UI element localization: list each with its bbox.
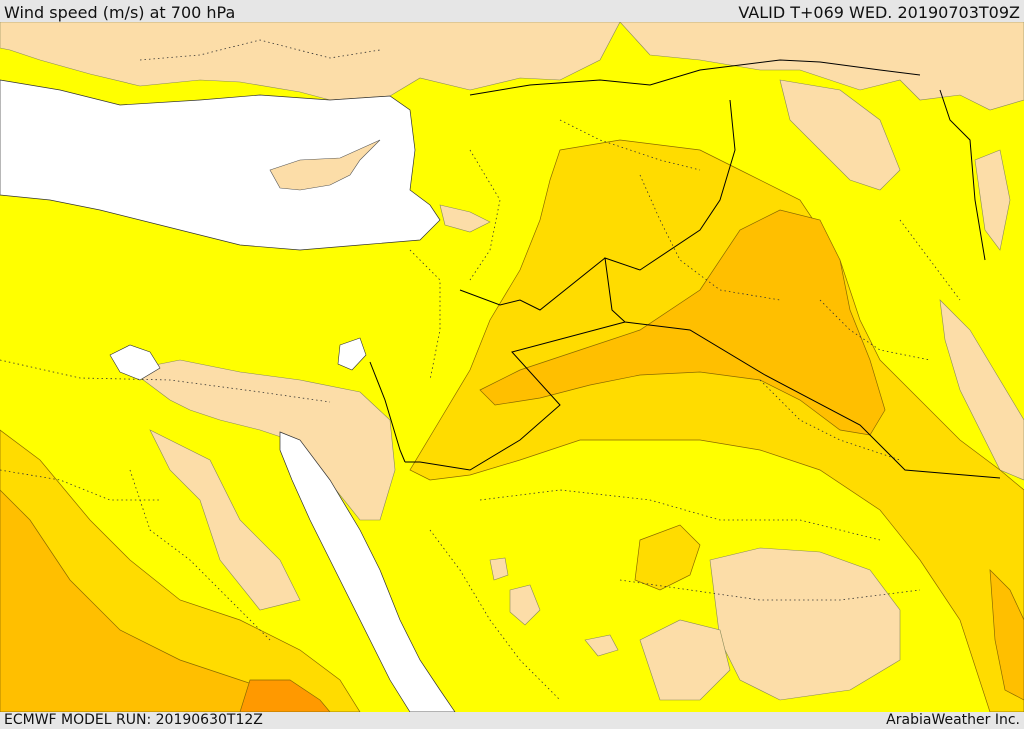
wind-band-high-saudi bbox=[634, 524, 701, 591]
low-wind-saudi-south bbox=[639, 619, 731, 701]
wind-band-higher-southwest bbox=[0, 489, 321, 712]
wind-speed-map bbox=[0, 22, 1024, 712]
red-sea bbox=[279, 431, 456, 712]
province-borders bbox=[0, 39, 961, 701]
province-line-11 bbox=[759, 379, 901, 461]
iraq-border bbox=[604, 99, 1001, 479]
province-line-13 bbox=[899, 219, 961, 301]
low-wind-iran bbox=[974, 149, 1011, 251]
province-line-9 bbox=[429, 529, 561, 701]
wind-band-higher-east bbox=[989, 569, 1024, 701]
model-run-label: ECMWF MODEL RUN: 20190630T12Z bbox=[4, 712, 263, 728]
province-line-5 bbox=[0, 359, 331, 403]
delta-lagoon-west bbox=[109, 344, 161, 381]
low-wind-northeast bbox=[619, 22, 1024, 111]
low-wind-saudi-west bbox=[509, 584, 541, 626]
province-line-6 bbox=[0, 469, 160, 501]
low-wind-saudi-east bbox=[709, 547, 901, 701]
credit-label: ArabiaWeather Inc. bbox=[886, 712, 1020, 728]
turkey-border bbox=[469, 59, 921, 96]
higher-wind-bands bbox=[0, 139, 1024, 712]
low-wind-gulf-coast bbox=[939, 299, 1024, 481]
map-canvas bbox=[0, 22, 1024, 712]
province-line-14 bbox=[409, 249, 441, 381]
wind-band-higher bbox=[479, 209, 886, 436]
low-wind-egypt bbox=[149, 429, 301, 611]
province-line-8 bbox=[479, 489, 881, 541]
iran-border bbox=[939, 89, 986, 261]
wind-band-high bbox=[409, 139, 1024, 712]
province-line-12 bbox=[819, 299, 931, 361]
map-title: Wind speed (m/s) at 700 hPa bbox=[4, 3, 236, 22]
province-line-3 bbox=[469, 149, 501, 281]
cyprus-island bbox=[269, 139, 381, 191]
syria-jordan-border bbox=[459, 257, 606, 311]
province-line-1 bbox=[139, 39, 381, 61]
low-wind-lebanon bbox=[439, 204, 491, 233]
egypt-israel-border bbox=[369, 361, 406, 463]
jordan-saudi-border bbox=[405, 321, 626, 471]
province-line-7 bbox=[129, 469, 271, 641]
low-wind-blob-1 bbox=[584, 634, 619, 657]
valid-time: VALID T+069 WED. 20190703T09Z bbox=[738, 3, 1020, 22]
low-wind-blob-2 bbox=[489, 557, 509, 581]
low-wind-iraq-north bbox=[779, 79, 901, 191]
province-line-10 bbox=[619, 579, 921, 601]
delta-lagoon-east bbox=[337, 337, 367, 371]
province-line-4 bbox=[639, 174, 781, 301]
country-borders bbox=[369, 59, 1001, 479]
wind-band-peak-southwest bbox=[239, 679, 331, 712]
low-wind-turkey bbox=[0, 22, 621, 101]
mediterranean-sea bbox=[0, 79, 441, 251]
